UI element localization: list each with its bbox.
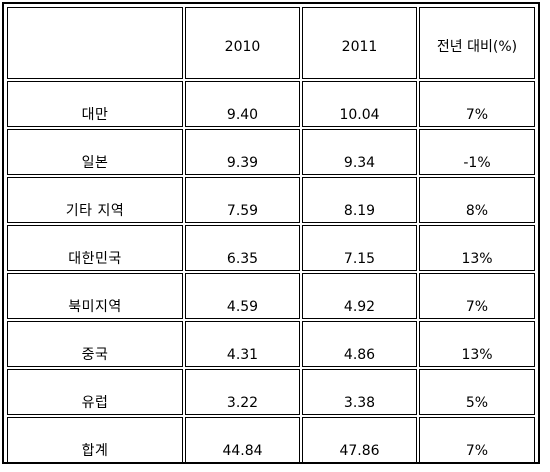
- region-label: 합계: [81, 443, 109, 459]
- region-label: 기타 지역: [65, 203, 125, 219]
- region-label: 북미지역: [68, 299, 122, 315]
- change-cell: -1%: [419, 129, 535, 175]
- header-label: 2010: [224, 39, 261, 55]
- table-row: 중국 4.31 4.86 13%: [7, 321, 535, 367]
- table-row: 일본 9.39 9.34 -1%: [7, 129, 535, 175]
- table-row: 유럽 3.22 3.38 5%: [7, 369, 535, 415]
- region-label: 대만: [81, 107, 109, 123]
- region-label: 유럽: [81, 395, 109, 411]
- value-2010: 44.84: [222, 443, 263, 459]
- change-value: 5%: [465, 395, 489, 411]
- value-2011-cell: 4.92: [302, 273, 417, 319]
- value-2011: 8.19: [343, 203, 376, 219]
- region-cell: 중국: [7, 321, 183, 367]
- value-2011: 9.34: [343, 155, 376, 171]
- region-label: 대한민국: [68, 251, 122, 267]
- data-table: 2010 2011 전년 대비(%) 대만 9.40 10.04 7% 일본 9…: [2, 2, 540, 464]
- change-cell: 7%: [419, 273, 535, 319]
- value-2010-cell: 6.35: [185, 225, 300, 271]
- value-2011-cell: 47.86: [302, 417, 417, 463]
- value-2011: 10.04: [339, 107, 380, 123]
- change-value: 13%: [461, 251, 493, 267]
- value-2010: 4.59: [226, 299, 259, 315]
- region-label: 일본: [81, 155, 109, 171]
- region-cell: 합계: [7, 417, 183, 463]
- change-value: 7%: [465, 107, 489, 123]
- header-cell-2010: 2010: [185, 7, 300, 79]
- table-header-row: 2010 2011 전년 대비(%): [7, 7, 535, 79]
- region-cell: 대한민국: [7, 225, 183, 271]
- change-value: 8%: [465, 203, 489, 219]
- region-label: 중국: [81, 347, 109, 363]
- value-2011-cell: 7.15: [302, 225, 417, 271]
- value-2010: 4.31: [226, 347, 259, 363]
- region-cell: 기타 지역: [7, 177, 183, 223]
- header-label: 2011: [341, 39, 378, 55]
- value-2010: 3.22: [226, 395, 259, 411]
- table-row: 대한민국 6.35 7.15 13%: [7, 225, 535, 271]
- value-2010-cell: 9.39: [185, 129, 300, 175]
- value-2011-cell: 4.86: [302, 321, 417, 367]
- value-2011-cell: 9.34: [302, 129, 417, 175]
- region-cell: 일본: [7, 129, 183, 175]
- table-row: 기타 지역 7.59 8.19 8%: [7, 177, 535, 223]
- change-cell: 13%: [419, 321, 535, 367]
- value-2010: 7.59: [226, 203, 259, 219]
- value-2010-cell: 4.59: [185, 273, 300, 319]
- header-cell-region: [7, 7, 183, 79]
- region-cell: 대만: [7, 81, 183, 127]
- value-2010-cell: 3.22: [185, 369, 300, 415]
- value-2010-cell: 4.31: [185, 321, 300, 367]
- value-2011: 47.86: [339, 443, 380, 459]
- value-2011: 4.92: [343, 299, 376, 315]
- value-2011-cell: 3.38: [302, 369, 417, 415]
- change-cell: 5%: [419, 369, 535, 415]
- change-value: 13%: [461, 347, 493, 363]
- change-cell: 13%: [419, 225, 535, 271]
- header-cell-change: 전년 대비(%): [419, 7, 535, 79]
- change-value: 7%: [465, 443, 489, 459]
- header-label: 전년 대비(%): [436, 39, 518, 55]
- value-2010-cell: 9.40: [185, 81, 300, 127]
- value-2010: 6.35: [226, 251, 259, 267]
- change-cell: 7%: [419, 417, 535, 463]
- table-row: 대만 9.40 10.04 7%: [7, 81, 535, 127]
- value-2011-cell: 8.19: [302, 177, 417, 223]
- change-value: -1%: [463, 155, 491, 171]
- region-cell: 북미지역: [7, 273, 183, 319]
- value-2011: 4.86: [343, 347, 376, 363]
- value-2010-cell: 44.84: [185, 417, 300, 463]
- value-2010-cell: 7.59: [185, 177, 300, 223]
- table-row: 북미지역 4.59 4.92 7%: [7, 273, 535, 319]
- change-cell: 7%: [419, 81, 535, 127]
- value-2011: 3.38: [343, 395, 376, 411]
- change-cell: 8%: [419, 177, 535, 223]
- header-cell-2011: 2011: [302, 7, 417, 79]
- value-2011: 7.15: [343, 251, 376, 267]
- table-row: 합계 44.84 47.86 7%: [7, 417, 535, 463]
- value-2011-cell: 10.04: [302, 81, 417, 127]
- region-cell: 유럽: [7, 369, 183, 415]
- value-2010: 9.39: [226, 155, 259, 171]
- change-value: 7%: [465, 299, 489, 315]
- value-2010: 9.40: [226, 107, 259, 123]
